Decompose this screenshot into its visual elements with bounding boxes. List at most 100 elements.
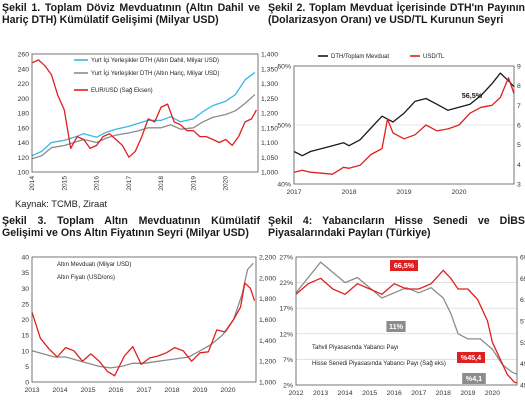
y-right-tick-label: 9 xyxy=(517,64,521,71)
legend-label: EUR/USD (Sağ Eksen) xyxy=(91,88,153,94)
chart-4-title: Şekil 4: Yabancıların Hisse Senedi ve Dİ… xyxy=(268,215,525,240)
y-left-tick-label: 30 xyxy=(21,286,29,293)
annotation-label: 56,5% xyxy=(462,91,483,100)
y-right-tick-label: 6 xyxy=(517,123,521,130)
chart-3: 0 5 10 15 20 25 30 35 40 1,000 1,200 1,400 1,600 1,80… xyxy=(2,253,276,403)
y-left-tick-label: 50% xyxy=(277,123,291,130)
y-left-tick-label: 10 xyxy=(21,348,29,355)
chart-4-plot: 2% 7% 12% 17% 22% 27% 45% 49% 53% 57% 61% 65% 69% 201… xyxy=(279,255,525,398)
x-tick-label: 2018 xyxy=(164,387,179,394)
x-tick-label: 2017 xyxy=(286,189,301,196)
x-tick-label: 2020 xyxy=(485,390,500,397)
y-left-tick-label: 15 xyxy=(21,333,29,340)
series-line-2 xyxy=(293,77,515,175)
x-tick-label: 2017 xyxy=(136,387,151,394)
x-tick-label: 2020 xyxy=(220,387,235,394)
y-right-tick-label: 7 xyxy=(517,103,521,110)
y-left-tick-label: 22% xyxy=(279,280,293,287)
annotation-box xyxy=(462,373,486,384)
y-right-tick-label: 2,200 xyxy=(259,255,276,262)
y-left-tick-label: 12% xyxy=(279,331,293,338)
annotation-box xyxy=(390,260,418,271)
y-right-tick-label: 1,350 xyxy=(261,66,278,73)
y-right-tick-label: 57% xyxy=(520,319,525,326)
x-tick-label: 2013 xyxy=(24,387,39,394)
chart-panel-4: Şekil 4: Yabancıların Hisse Senedi ve Dİ… xyxy=(268,215,525,397)
y-right-tick-label: 1,400 xyxy=(259,338,276,345)
legend-label: Altın Fiyatı (USD/ons) xyxy=(57,275,115,281)
x-tick-label: 2019 xyxy=(192,387,207,394)
y-right-tick-label: 49% xyxy=(520,361,525,368)
y-right-tick-label: 69% xyxy=(520,255,525,262)
x-tick-label: 2020 xyxy=(451,189,466,196)
annotation-box xyxy=(457,352,485,363)
y-left-tick-label: 120 xyxy=(18,155,30,162)
y-right-tick-label: 2,000 xyxy=(259,275,276,282)
y-right-tick-label: 1,600 xyxy=(259,317,276,324)
legend-label: Yurt İçi Yerleşikler DTH (Altın Hariç, M… xyxy=(91,70,219,77)
series-line-2 xyxy=(31,282,256,377)
plot-frame xyxy=(31,256,257,383)
chart-panel-3: Şekil 3. Toplam Altın Mevduatının Kümüla… xyxy=(2,215,276,394)
legend-label: Tahvil Piyasasında Yabancı Payı xyxy=(312,345,399,351)
x-tick-label: 2016 xyxy=(94,176,101,191)
y-right-tick-label: 8 xyxy=(517,83,521,90)
y-left-tick-label: 27% xyxy=(279,255,293,262)
y-right-tick-label: 1,200 xyxy=(261,111,278,118)
legend-label: Yurt İçi Yerleşikler DTH (Altın Dahil, M… xyxy=(91,57,219,64)
x-tick-label: 2020 xyxy=(223,176,230,191)
legend-label: Hisse Senedi Piyasasında Yabancı Payı (S… xyxy=(312,361,446,367)
y-left-tick-label: 25 xyxy=(21,301,29,308)
x-tick-label: 2014 xyxy=(338,390,353,397)
annotation-label: %45,4 xyxy=(461,353,481,362)
annotation-label: %4,1 xyxy=(466,374,482,383)
x-tick-label: 2015 xyxy=(61,176,68,191)
x-tick-label: 2018 xyxy=(158,176,165,191)
chart-2: 40% 50% 60% 3 4 5 6 7 8 9 2017 2018 2019 2020 DTH/Topl… xyxy=(268,50,525,196)
x-tick-label: 2019 xyxy=(460,390,475,397)
x-tick-label: 2012 xyxy=(288,390,303,397)
x-tick-label: 2017 xyxy=(126,176,133,191)
y-left-tick-label: 5 xyxy=(25,364,29,371)
series-line-2 xyxy=(295,269,518,384)
y-right-tick-label: 3 xyxy=(517,182,521,189)
y-left-tick-label: 40% xyxy=(277,182,291,189)
x-tick-label: 2019 xyxy=(190,176,197,191)
annotation-label: 66,5% xyxy=(394,261,415,270)
x-tick-label: 2014 xyxy=(52,387,67,394)
y-right-tick-label: 1,250 xyxy=(261,96,278,103)
chart-3-plot: 0 5 10 15 20 25 30 35 40 1,000 1,200 1,400 1,600 1,80… xyxy=(21,255,276,395)
plot-frame xyxy=(31,53,259,173)
y-right-tick-label: 61% xyxy=(520,297,525,304)
x-tick-label: 2018 xyxy=(436,390,451,397)
y-right-tick-label: 1,400 xyxy=(261,52,278,59)
chart-2-title: Şekil 2. Toplam Mevduat İçerisinde DTH'ı… xyxy=(268,2,525,27)
y-right-tick-label: 1,000 xyxy=(259,380,276,387)
plot-frame xyxy=(295,256,518,386)
x-tick-label: 2013 xyxy=(313,390,328,397)
y-right-tick-label: 1,800 xyxy=(259,296,276,303)
x-tick-label: 2015 xyxy=(362,390,377,397)
series-line-3 xyxy=(31,59,257,158)
series-line-2 xyxy=(31,94,256,160)
y-right-tick-label: 4 xyxy=(517,162,521,169)
chart-panel-2: Şekil 2. Toplam Mevduat İçerisinde DTH'ı… xyxy=(268,2,525,196)
legend-label: DTH/Toplam Mevduat xyxy=(331,54,389,60)
annotation-label: 11% xyxy=(389,322,404,331)
y-left-tick-label: 35 xyxy=(21,270,29,277)
y-left-tick-label: 260 xyxy=(18,52,30,59)
annotation-box xyxy=(386,321,406,332)
x-tick-label: 2014 xyxy=(29,176,36,191)
y-left-tick-label: 0 xyxy=(25,380,29,387)
y-right-tick-label: 1,100 xyxy=(261,140,278,147)
y-left-tick-label: 40 xyxy=(21,255,29,262)
chart-1-plot: 100 120 140 160 180 200 220 240 260 1,000 1,050 1,1… xyxy=(18,52,279,191)
chart-panel-1: Şekil 1. Toplam Döviz Mevduatının (Altın… xyxy=(2,2,278,209)
chart-1: 100 120 140 160 180 200 220 240 260 1,000 1,050 1,1… xyxy=(2,50,279,196)
y-left-tick-label: 2% xyxy=(283,383,293,390)
y-left-tick-label: 180 xyxy=(18,111,30,118)
series-line-1 xyxy=(295,261,518,375)
y-right-tick-label: 53% xyxy=(520,340,525,347)
plot-frame xyxy=(293,65,515,185)
source-note: Kaynak: TCMB, Ziraat xyxy=(15,198,108,209)
